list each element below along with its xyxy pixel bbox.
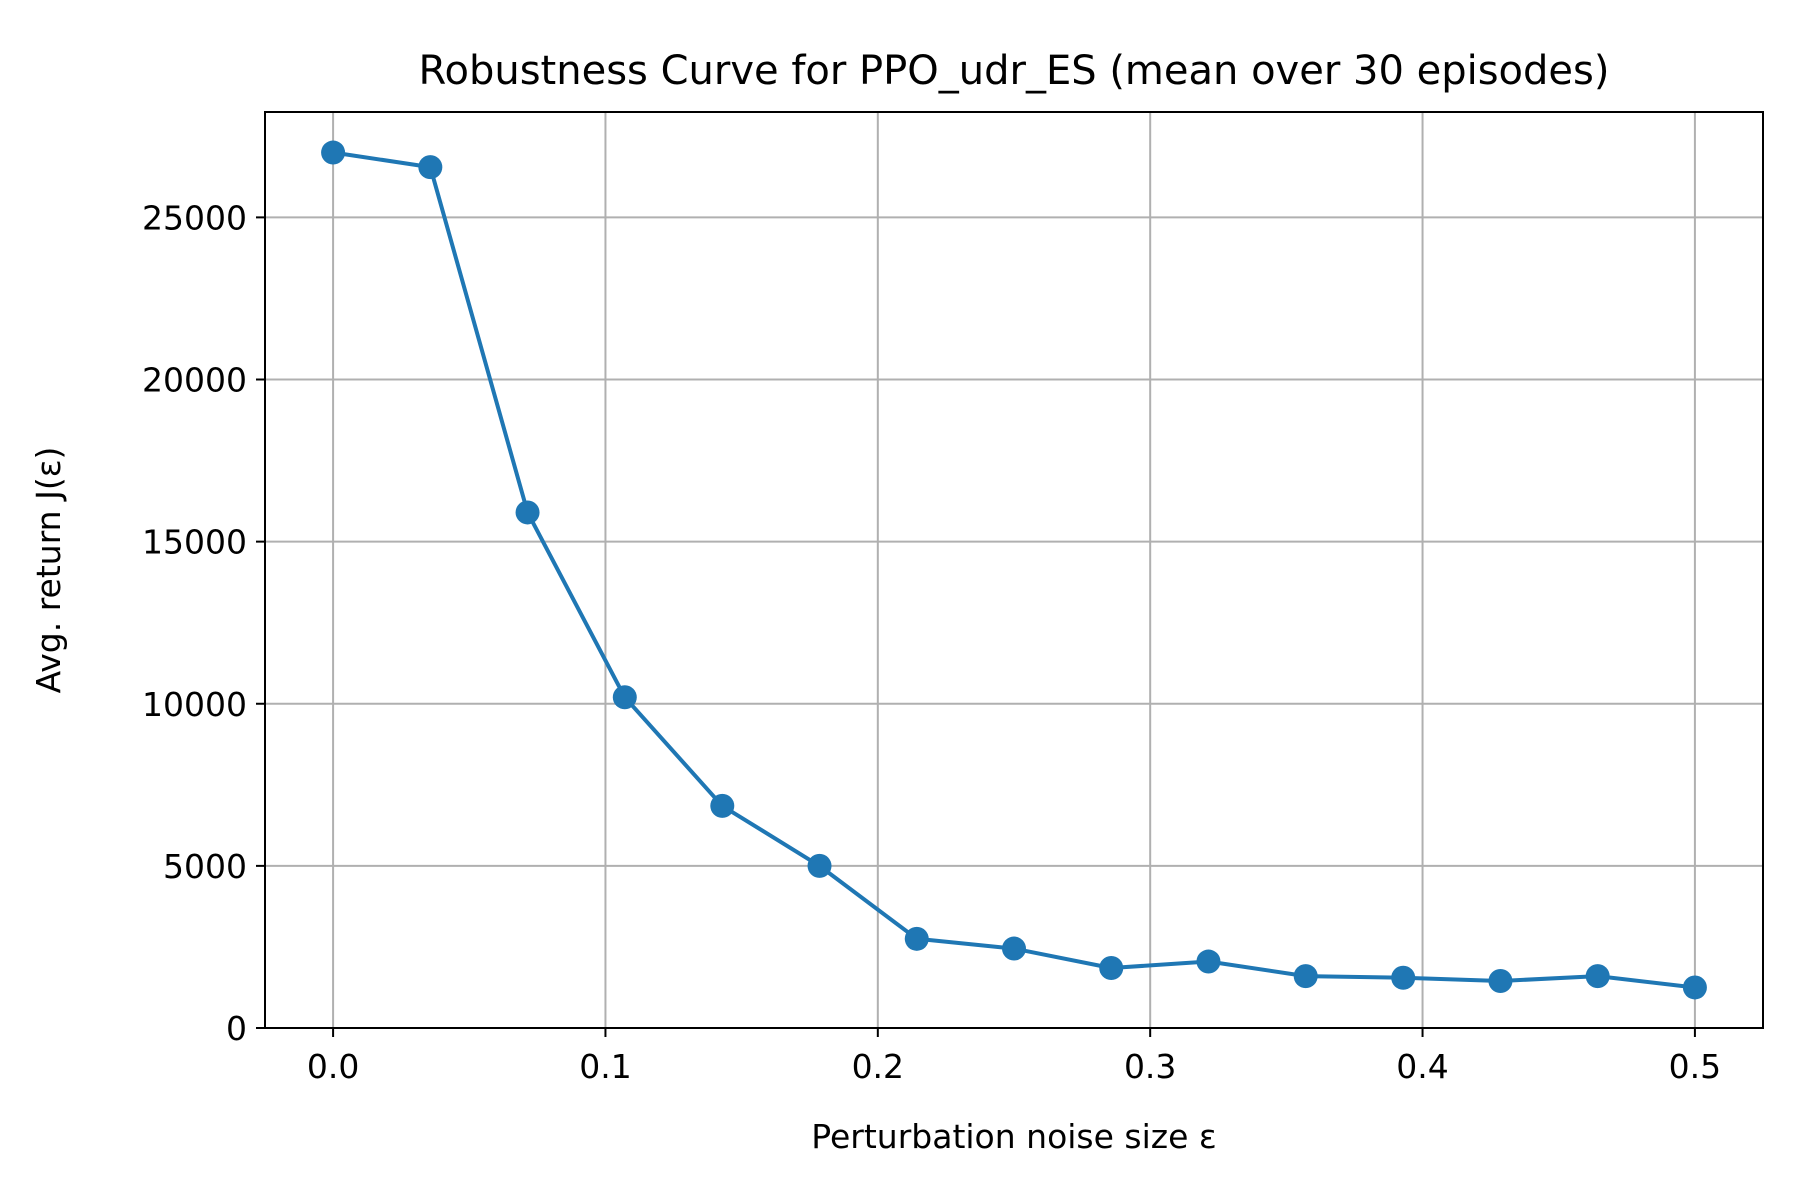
data-point <box>418 155 443 180</box>
y-tick-label: 15000 <box>142 523 247 562</box>
data-point <box>710 793 735 818</box>
data-point <box>1391 965 1416 990</box>
data-point <box>1196 949 1221 974</box>
x-tick-label: 0.1 <box>579 1047 631 1086</box>
plot-frame <box>264 111 1764 1029</box>
y-tick-label: 20000 <box>142 361 247 400</box>
x-tick-label: 0.5 <box>1669 1047 1721 1086</box>
data-point <box>515 500 540 525</box>
y-tick-label: 10000 <box>142 685 247 724</box>
y-tick-label: 5000 <box>163 847 247 886</box>
x-tick-label: 0.2 <box>852 1047 904 1086</box>
axis-ticks: 0.0 0.1 0.2 0.3 0.4 0.5 0 5000 10000 15000 20000 25… <box>142 198 1721 1086</box>
data-point <box>904 926 929 951</box>
data-point <box>1488 968 1513 993</box>
x-tick-label: 0.4 <box>1396 1047 1448 1086</box>
data-point <box>1585 964 1610 989</box>
y-tick-label: 25000 <box>142 198 247 237</box>
y-axis-title: Avg. return J(ε) <box>29 447 68 694</box>
chart-title: Robustness Curve for PPO_udr_ES (mean ov… <box>419 48 1610 94</box>
series-layer <box>321 140 1707 1000</box>
data-point <box>1002 936 1026 961</box>
x-axis-title: Perturbation noise size ε <box>811 1117 1216 1156</box>
data-point <box>321 140 346 165</box>
data-point <box>807 853 832 878</box>
x-tick-label: 0.0 <box>307 1047 359 1086</box>
data-point <box>612 685 637 710</box>
data-point <box>1293 964 1318 989</box>
data-point <box>1682 975 1707 1000</box>
x-tick-label: 0.3 <box>1124 1047 1176 1086</box>
data-point <box>1099 956 1124 981</box>
y-tick-label: 0 <box>226 1009 247 1048</box>
